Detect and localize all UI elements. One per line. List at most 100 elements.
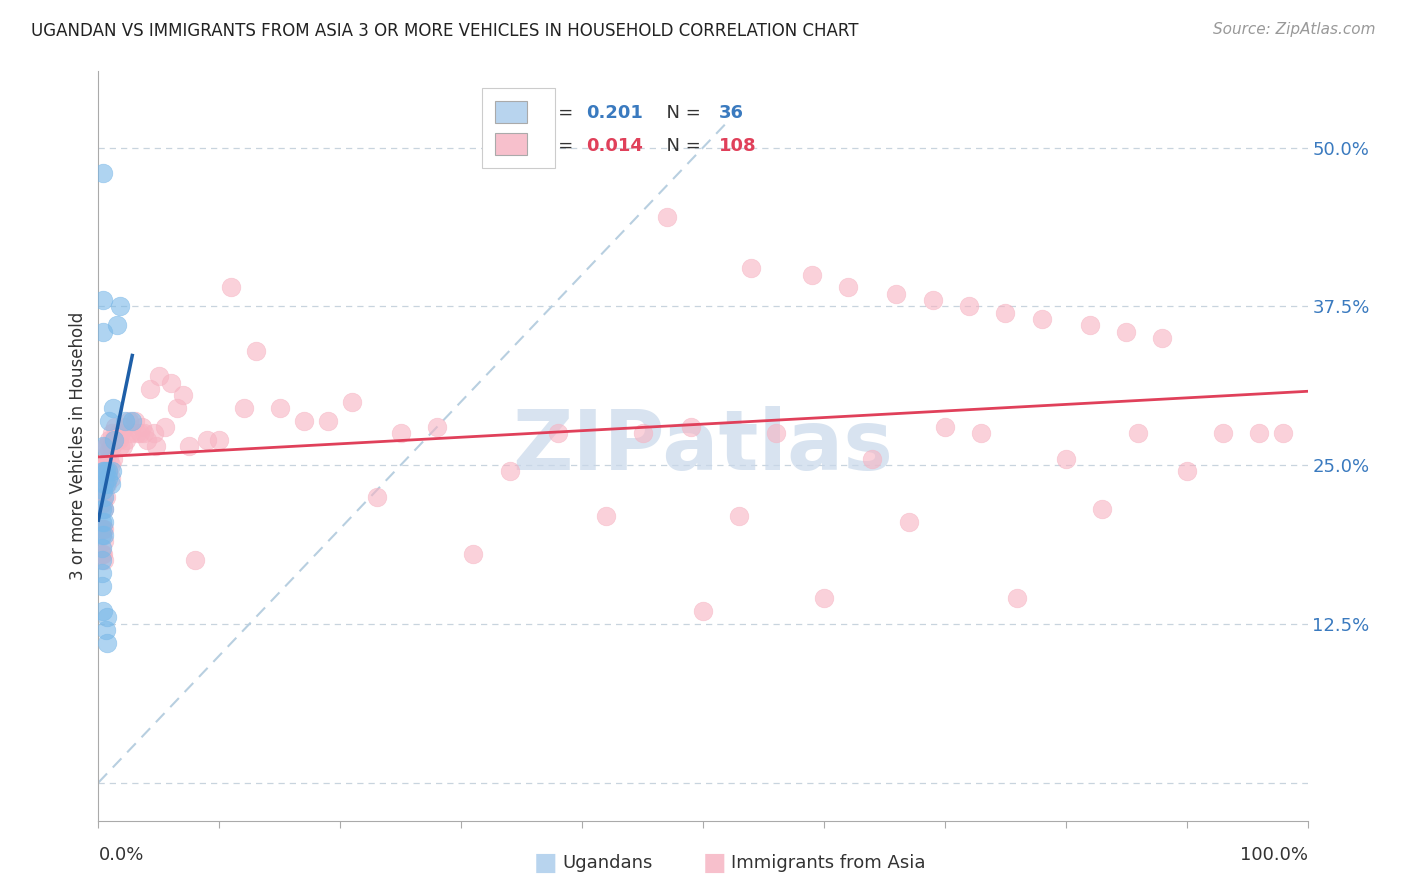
Point xyxy=(124,414,146,428)
Point xyxy=(897,515,920,529)
Point xyxy=(111,439,134,453)
Text: 0.201: 0.201 xyxy=(586,103,643,121)
Point xyxy=(96,477,118,491)
Point xyxy=(93,553,115,567)
Point xyxy=(934,420,956,434)
Point xyxy=(91,528,114,542)
Point xyxy=(98,451,121,466)
Point xyxy=(100,439,122,453)
Point xyxy=(93,528,115,542)
Point xyxy=(160,376,183,390)
Point xyxy=(208,433,231,447)
Text: Source: ZipAtlas.com: Source: ZipAtlas.com xyxy=(1212,22,1375,37)
Point xyxy=(1128,426,1150,441)
Point xyxy=(91,502,114,516)
Point xyxy=(100,458,122,472)
Point xyxy=(426,420,449,434)
Text: UGANDAN VS IMMIGRANTS FROM ASIA 3 OR MORE VEHICLES IN HOUSEHOLD CORRELATION CHAR: UGANDAN VS IMMIGRANTS FROM ASIA 3 OR MOR… xyxy=(31,22,859,40)
Text: R =: R = xyxy=(540,103,579,121)
Point xyxy=(94,477,117,491)
Point xyxy=(96,458,118,472)
Text: ZIPatlas: ZIPatlas xyxy=(513,406,893,486)
Text: Immigrants from Asia: Immigrants from Asia xyxy=(731,854,925,871)
Point xyxy=(91,515,114,529)
Point xyxy=(94,458,117,472)
Point xyxy=(97,471,120,485)
Point xyxy=(93,477,115,491)
Point xyxy=(389,426,412,441)
Legend: , : , xyxy=(482,88,554,168)
Point xyxy=(342,394,364,409)
Point xyxy=(97,464,120,478)
Point xyxy=(91,547,114,561)
Point xyxy=(97,464,120,478)
Point xyxy=(91,458,114,472)
Point xyxy=(93,490,115,504)
Text: N =: N = xyxy=(655,137,706,155)
Point xyxy=(860,451,883,466)
Point xyxy=(813,591,835,606)
Point xyxy=(100,477,122,491)
Point xyxy=(269,401,291,415)
Point xyxy=(316,414,339,428)
Point xyxy=(134,426,156,441)
Point xyxy=(100,471,122,485)
Point xyxy=(108,433,131,447)
Point xyxy=(108,439,131,453)
Text: 36: 36 xyxy=(718,103,744,121)
Point xyxy=(94,464,117,478)
Point xyxy=(195,433,218,447)
Point xyxy=(103,433,125,447)
Point xyxy=(107,426,129,441)
Point xyxy=(101,451,124,466)
Text: ■: ■ xyxy=(703,851,725,874)
Point xyxy=(221,280,243,294)
Point xyxy=(595,508,617,523)
Point xyxy=(121,414,143,428)
Point xyxy=(105,318,128,333)
Point xyxy=(93,458,115,472)
Point xyxy=(91,579,114,593)
Point xyxy=(166,401,188,415)
Text: R =: R = xyxy=(540,137,579,155)
Point xyxy=(91,471,114,485)
Point xyxy=(1007,591,1029,606)
Point xyxy=(1152,331,1174,345)
Point xyxy=(91,464,114,478)
Point xyxy=(957,299,980,313)
Text: 0.014: 0.014 xyxy=(586,137,643,155)
Point xyxy=(93,477,115,491)
Point xyxy=(93,490,115,504)
Point xyxy=(498,464,520,478)
Point xyxy=(91,166,114,180)
Point xyxy=(800,268,823,282)
Text: Ugandans: Ugandans xyxy=(562,854,652,871)
Point xyxy=(463,547,485,561)
Point xyxy=(93,534,115,549)
Point xyxy=(97,445,120,459)
Point xyxy=(94,490,117,504)
Point xyxy=(232,401,254,415)
Point xyxy=(135,433,157,447)
Point xyxy=(91,439,114,453)
Point xyxy=(118,414,141,428)
Point xyxy=(120,426,142,441)
Point xyxy=(740,261,762,276)
Point xyxy=(179,439,201,453)
Point xyxy=(110,426,132,441)
Text: 108: 108 xyxy=(718,137,756,155)
Point xyxy=(98,414,121,428)
Point xyxy=(91,496,114,510)
Point xyxy=(692,604,714,618)
Point xyxy=(96,439,118,453)
Point xyxy=(765,426,787,441)
Point xyxy=(91,522,114,536)
Point xyxy=(1272,426,1295,441)
Point xyxy=(93,502,115,516)
Point xyxy=(970,426,993,441)
Point xyxy=(128,426,150,441)
Point xyxy=(93,515,115,529)
Y-axis label: 3 or more Vehicles in Household: 3 or more Vehicles in Household xyxy=(69,312,87,580)
Point xyxy=(245,343,267,358)
Point xyxy=(1091,502,1114,516)
